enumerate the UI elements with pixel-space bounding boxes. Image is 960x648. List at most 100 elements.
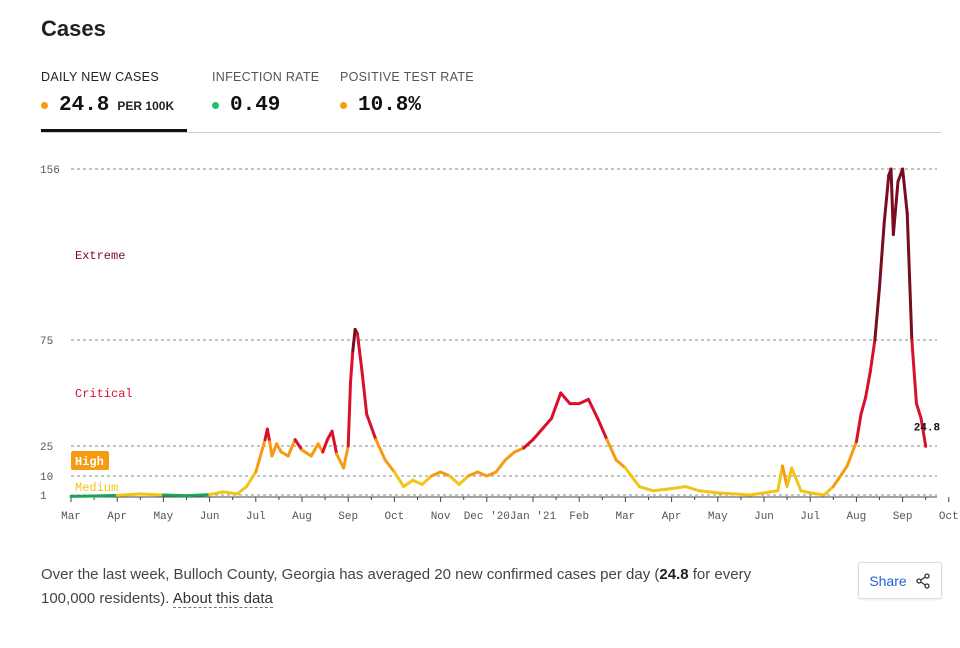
series-segment	[351, 327, 357, 353]
y-tick-label: 25	[40, 442, 53, 454]
series-segment	[466, 470, 480, 478]
series-segment	[383, 458, 396, 474]
series-segment	[92, 493, 119, 498]
zone-label: Critical	[75, 387, 133, 401]
x-tick-label: Nov	[431, 511, 451, 523]
series-segment	[790, 466, 803, 493]
series-segment	[864, 370, 872, 399]
x-tick-label: Jun	[754, 511, 774, 523]
series-segment	[780, 464, 789, 489]
series-segment	[734, 492, 752, 497]
summary-prefix: Over the last week, Bulloch County, Geor…	[41, 566, 660, 583]
tab-positive-test-rate[interactable]: POSITIVE TEST RATE 10.8%	[340, 70, 475, 132]
series-segment	[910, 338, 918, 406]
series-segment	[321, 438, 329, 454]
series-segment	[549, 391, 563, 420]
series-segment	[716, 491, 738, 496]
series-segment	[208, 490, 225, 497]
series-segment	[270, 442, 279, 458]
zone-label: Medium	[75, 481, 118, 495]
series-segment	[342, 444, 350, 470]
series-segment	[115, 493, 131, 497]
series-segment	[845, 440, 858, 468]
series-segment	[411, 478, 424, 486]
series-segment	[799, 489, 812, 495]
x-tick-label: Jul	[246, 511, 266, 523]
series-segment	[785, 466, 794, 489]
tab-infection-rate[interactable]: INFECTION RATE 0.49	[212, 70, 322, 132]
x-tick-label: Sep	[893, 511, 913, 523]
x-tick-label: May	[708, 511, 728, 523]
series-segment	[905, 211, 914, 342]
series-segment	[138, 492, 165, 497]
status-dot-icon	[340, 102, 347, 109]
series-segment	[309, 442, 320, 458]
zone-label: Extreme	[75, 249, 125, 263]
series-segment	[402, 478, 415, 489]
series-segment	[392, 470, 406, 489]
series-segment	[914, 402, 923, 420]
series-segment	[254, 454, 262, 474]
series-segment	[586, 397, 600, 420]
tab-label: DAILY NEW CASES	[41, 70, 159, 84]
metric-unit: PER 100K	[117, 98, 175, 113]
series-segment	[901, 167, 909, 215]
metric-value: 24.8	[59, 94, 110, 117]
series-segment	[349, 349, 355, 384]
series-segment	[503, 450, 517, 462]
series-segment	[596, 416, 609, 442]
last-value-label: 24.8	[914, 422, 941, 434]
series-segment	[891, 180, 900, 236]
series-segment	[185, 493, 212, 498]
series-segment	[623, 466, 641, 489]
series-segment	[831, 464, 849, 489]
tab-daily-new-cases[interactable]: DAILY NEW CASES 24.8 PER 100K	[41, 70, 187, 132]
series-segment	[637, 485, 655, 493]
series-segment	[439, 470, 452, 478]
series-segment	[651, 487, 674, 493]
series-segment	[540, 416, 553, 431]
series-segment	[859, 395, 868, 416]
page-title: Cases	[41, 16, 106, 41]
series-segment	[235, 485, 249, 496]
metric-tabs: DAILY NEW CASES 24.8 PER 100K INFECTION …	[41, 70, 941, 133]
series-segment	[919, 416, 928, 448]
series-segment	[365, 412, 378, 442]
x-tick-label: Aug	[846, 511, 866, 523]
x-tick-label: Mar	[615, 511, 635, 523]
metric-value: 10.8%	[358, 94, 422, 117]
series-segment	[868, 338, 877, 374]
series-segment	[300, 448, 313, 458]
status-dot-icon	[41, 102, 48, 109]
y-tick-label: 1	[40, 491, 47, 503]
tab-value-row: 10.8%	[340, 94, 475, 117]
series-segment	[355, 332, 364, 374]
series-segment	[161, 493, 188, 498]
share-label: Share	[869, 572, 907, 589]
x-tick-label: Jul	[800, 511, 820, 523]
x-tick-label: Sep	[338, 511, 358, 523]
series-segment	[330, 429, 339, 456]
series-segment	[878, 222, 886, 289]
series-segment	[335, 452, 346, 470]
y-tick-label: 10	[40, 472, 53, 484]
series-segment	[457, 474, 470, 486]
series-segment	[854, 412, 863, 444]
x-tick-label: Aug	[292, 511, 312, 523]
y-tick-label: 156	[40, 165, 60, 177]
share-button[interactable]: Share	[858, 562, 942, 599]
series-segment	[448, 474, 461, 486]
series-segment	[605, 438, 618, 462]
series-segment	[485, 470, 498, 478]
series-segment	[293, 438, 304, 452]
series-segment	[808, 491, 826, 497]
series-segment	[670, 485, 687, 491]
series-segment	[275, 442, 283, 454]
x-tick-label: Jun	[200, 511, 220, 523]
share-icon	[916, 572, 930, 589]
x-tick-label: Oct	[939, 511, 959, 523]
about-data-link[interactable]: About this data	[172, 590, 273, 608]
summary-text: Over the last week, Bulloch County, Geor…	[41, 563, 801, 611]
series-segment	[559, 391, 572, 406]
tab-label: INFECTION RATE	[212, 70, 320, 84]
